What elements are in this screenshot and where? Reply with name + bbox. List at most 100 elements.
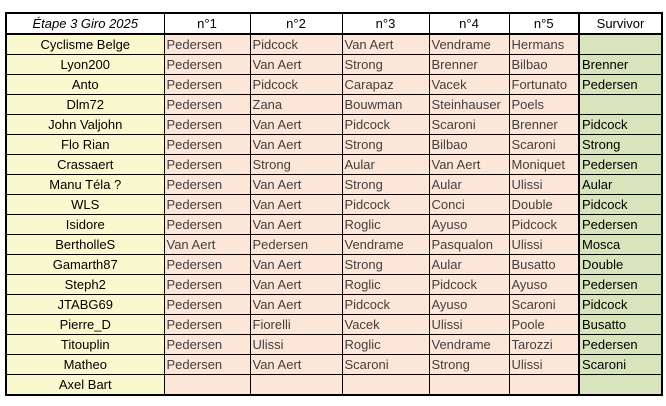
pick-cell[interactable]: Van Aert [163, 234, 251, 255]
survivor-cell[interactable]: Aular [578, 174, 663, 195]
pick-cell[interactable]: Pidcock [249, 74, 343, 95]
pick-cell[interactable]: Aular [341, 154, 430, 175]
pick-cell[interactable]: Pidcock [428, 274, 510, 295]
pick-cell[interactable]: Moniquet [508, 154, 580, 175]
survivor-cell[interactable] [578, 33, 663, 55]
player-name-cell[interactable]: Crassaert [5, 154, 165, 175]
survivor-cell[interactable]: Pidcock [578, 294, 663, 315]
pick-cell[interactable]: Steinhauser [428, 94, 510, 115]
pick-cell[interactable]: Pedersen [163, 174, 251, 195]
pick-cell[interactable]: Pedersen [163, 314, 251, 335]
pick-1-header[interactable]: n°1 [163, 12, 251, 35]
survivor-header[interactable]: Survivor [578, 12, 663, 35]
pick-cell[interactable]: Ulissi [508, 174, 580, 195]
pick-cell[interactable] [249, 374, 343, 396]
pick-cell[interactable]: Pedersen [163, 154, 251, 175]
pick-cell[interactable]: Pedersen [163, 33, 251, 55]
pick-cell[interactable]: Poole [508, 314, 580, 335]
pick-cell[interactable]: Van Aert [428, 154, 510, 175]
pick-cell[interactable]: Pedersen [163, 294, 251, 315]
pick-cell[interactable]: Ulissi [249, 334, 343, 355]
player-name-cell[interactable]: Dlm72 [5, 94, 165, 115]
pick-cell[interactable]: Van Aert [249, 214, 343, 235]
pick-cell[interactable]: Pedersen [163, 94, 251, 115]
player-name-cell[interactable]: BertholleS [5, 234, 165, 255]
pick-cell[interactable]: Fiorelli [249, 314, 343, 335]
pick-cell[interactable] [508, 374, 580, 396]
player-name-cell[interactable]: Gamarth87 [5, 254, 165, 275]
survivor-cell[interactable]: Pedersen [578, 74, 663, 95]
pick-cell[interactable]: Poels [508, 94, 580, 115]
pick-cell[interactable] [163, 374, 251, 396]
survivor-cell[interactable]: Pidcock [578, 114, 663, 135]
pick-cell[interactable]: Strong [249, 154, 343, 175]
survivor-cell[interactable]: Pedersen [578, 274, 663, 295]
survivor-cell[interactable]: Brenner [578, 54, 663, 75]
pick-cell[interactable]: Van Aert [249, 134, 343, 155]
survivor-cell[interactable] [578, 374, 663, 396]
pick-cell[interactable]: Bouwman [341, 94, 430, 115]
player-name-cell[interactable]: JTABG69 [5, 294, 165, 315]
pick-cell[interactable]: Ayuso [428, 214, 510, 235]
pick-cell[interactable]: Strong [341, 134, 430, 155]
pick-cell[interactable]: Vendrame [341, 234, 430, 255]
pick-cell[interactable]: Pidcock [508, 214, 580, 235]
pick-cell[interactable]: Pedersen [163, 214, 251, 235]
pick-cell[interactable]: Pedersen [163, 354, 251, 375]
player-name-cell[interactable]: Axel Bart [5, 374, 165, 396]
pick-cell[interactable]: Roglic [341, 214, 430, 235]
pick-cell[interactable]: Pedersen [163, 54, 251, 75]
survivor-cell[interactable]: Busatto [578, 314, 663, 335]
pick-cell[interactable]: Carapaz [341, 74, 430, 95]
pick-cell[interactable]: Strong [341, 54, 430, 75]
player-name-cell[interactable]: Matheo [5, 354, 165, 375]
pick-3-header[interactable]: n°3 [341, 12, 430, 35]
player-name-cell[interactable]: John Valjohn [5, 114, 165, 135]
pick-cell[interactable]: Brenner [508, 114, 580, 135]
player-name-cell[interactable]: Lyon200 [5, 54, 165, 75]
pick-cell[interactable]: Pedersen [163, 274, 251, 295]
player-name-cell[interactable]: Isidore [5, 214, 165, 235]
pick-cell[interactable]: Roglic [341, 274, 430, 295]
pick-cell[interactable]: Pedersen [163, 134, 251, 155]
pick-cell[interactable]: Roglic [341, 334, 430, 355]
pick-cell[interactable]: Pidcock [341, 114, 430, 135]
pick-cell[interactable]: Scaroni [508, 134, 580, 155]
pick-cell[interactable]: Bilbao [508, 54, 580, 75]
pick-cell[interactable]: Scaroni [341, 354, 430, 375]
player-name-cell[interactable]: Cyclisme Belge [5, 33, 165, 55]
survivor-cell[interactable]: Scaroni [578, 354, 663, 375]
pick-cell[interactable]: Van Aert [249, 174, 343, 195]
pick-cell[interactable]: Conci [428, 194, 510, 215]
pick-cell[interactable]: Strong [428, 354, 510, 375]
pick-cell[interactable]: Aular [428, 254, 510, 275]
survivor-cell[interactable]: Pedersen [578, 154, 663, 175]
pick-cell[interactable]: Van Aert [249, 274, 343, 295]
pick-cell[interactable]: Ulissi [508, 234, 580, 255]
pick-cell[interactable]: Ulissi [428, 314, 510, 335]
survivor-cell[interactable]: Pedersen [578, 334, 663, 355]
pick-cell[interactable]: Vacek [341, 314, 430, 335]
pick-cell[interactable]: Busatto [508, 254, 580, 275]
survivor-cell[interactable]: Pedersen [578, 214, 663, 235]
pick-cell[interactable]: Pedersen [163, 254, 251, 275]
pick-cell[interactable]: Double [508, 194, 580, 215]
pick-cell[interactable]: Strong [341, 254, 430, 275]
player-name-cell[interactable]: Manu Téla ? [5, 174, 165, 195]
pick-cell[interactable]: Van Aert [249, 254, 343, 275]
pick-cell[interactable]: Vendrame [428, 33, 510, 55]
pick-cell[interactable]: Pedersen [249, 234, 343, 255]
player-name-cell[interactable]: Pierre_D [5, 314, 165, 335]
survivor-cell[interactable]: Pidcock [578, 194, 663, 215]
player-name-cell[interactable]: Flo Rian [5, 134, 165, 155]
pick-cell[interactable]: Van Aert [249, 294, 343, 315]
pick-cell[interactable]: Ayuso [508, 274, 580, 295]
pick-cell[interactable]: Fortunato [508, 74, 580, 95]
pick-cell[interactable]: Brenner [428, 54, 510, 75]
pick-cell[interactable]: Van Aert [249, 54, 343, 75]
pick-4-header[interactable]: n°4 [428, 12, 510, 35]
pick-cell[interactable]: Van Aert [341, 33, 430, 55]
pick-cell[interactable]: Van Aert [249, 354, 343, 375]
pick-cell[interactable]: Scaroni [508, 294, 580, 315]
survivor-cell[interactable]: Double [578, 254, 663, 275]
